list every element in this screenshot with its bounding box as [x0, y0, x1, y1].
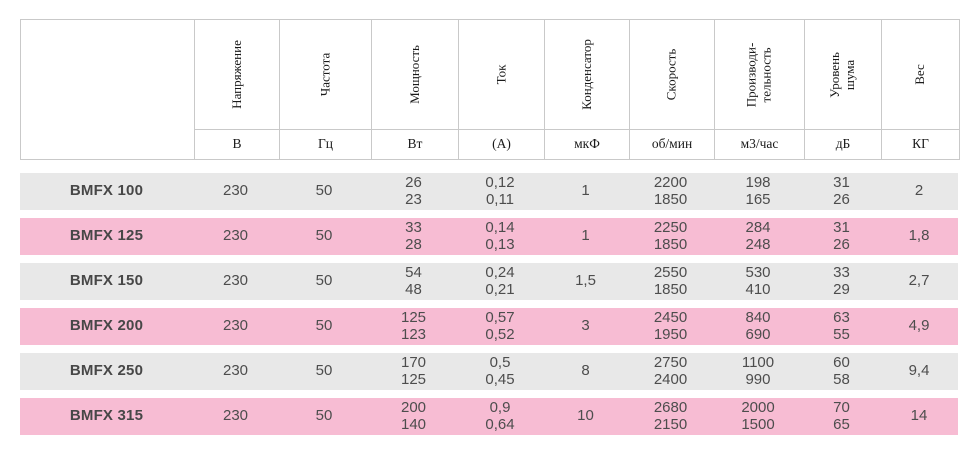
- table-row-bmfx-315: BMFX 315 230 50 200 140 0,9 0,64 10 2680…: [20, 398, 958, 435]
- cell-airflow: 1100 990: [741, 354, 775, 388]
- cell-airflow: 840 690: [745, 309, 771, 343]
- column-header-noise: Уровень шума дБ: [804, 20, 881, 159]
- cell-weight: 1,8: [908, 227, 930, 245]
- cell-speed: 2450 1950: [653, 309, 688, 343]
- cell-voltage: 230: [222, 317, 249, 335]
- cell-current: 0,24 0,21: [485, 264, 515, 298]
- cell-frequency: 50: [315, 317, 333, 335]
- cell-airflow: 198 165: [745, 174, 771, 208]
- column-header-speed: Скорость об/мин: [629, 20, 714, 159]
- cell-current: 0,14 0,13: [485, 219, 515, 253]
- cell-voltage: 230: [222, 227, 249, 245]
- cell-voltage: 230: [222, 362, 249, 380]
- column-header-voltage: Напряжение В: [194, 20, 279, 159]
- cell-current: 0,5 0,45: [485, 354, 515, 388]
- column-header-model-blank: [21, 20, 194, 159]
- cell-frequency: 50: [315, 407, 333, 425]
- column-header-power: Мощность Вт: [371, 20, 458, 159]
- cell-speed: 2200 1850: [653, 174, 688, 208]
- table-row-bmfx-100: BMFX 100 230 50 26 23 0,12 0,11 1 2200 1…: [20, 173, 958, 210]
- cell-power: 54 48: [405, 264, 422, 298]
- column-unit-voltage: В: [232, 136, 242, 151]
- column-unit-weight: КГ: [912, 136, 929, 151]
- cell-noise: 70 65: [833, 399, 850, 433]
- cell-weight: 4,9: [908, 317, 930, 335]
- column-header-model: [21, 20, 194, 159]
- cell-weight: 14: [910, 407, 928, 425]
- cell-power: 26 23: [405, 174, 422, 208]
- column-unit-frequency: Гц: [317, 136, 334, 151]
- cell-model: BMFX 150: [69, 272, 144, 290]
- cell-capacitor: 3: [581, 317, 590, 335]
- table-row-bmfx-200: BMFX 200 230 50 125 123 0,57 0,52 3 2450…: [20, 308, 958, 345]
- cell-speed: 2680 2150: [653, 399, 688, 433]
- column-unit-noise: дБ: [835, 136, 851, 151]
- cell-capacitor: 1,5: [575, 272, 596, 290]
- column-unit-airflow: м3/час: [740, 136, 779, 151]
- cell-speed: 2750 2400: [653, 354, 688, 388]
- cell-speed: 2250 1850: [653, 219, 688, 253]
- column-unit-current: (А): [492, 136, 511, 151]
- cell-frequency: 50: [315, 182, 333, 200]
- cell-weight: 2,7: [908, 272, 930, 290]
- cell-weight: 2: [914, 182, 924, 200]
- column-label-current: Ток: [493, 64, 509, 85]
- cell-noise: 33 29: [833, 264, 850, 298]
- cell-noise: 60 58: [833, 354, 850, 388]
- cell-airflow: 284 248: [745, 219, 771, 253]
- column-header-capacitor: Конденсатор мкФ: [544, 20, 629, 159]
- cell-power: 125 123: [400, 309, 427, 343]
- cell-model: BMFX 125: [69, 227, 144, 245]
- column-label-power: Мощность: [406, 45, 422, 104]
- column-header-frequency: Частота Гц: [279, 20, 371, 159]
- cell-power: 33 28: [405, 219, 422, 253]
- cell-frequency: 50: [315, 272, 333, 290]
- column-label-airflow: Производи- тельность: [743, 42, 774, 107]
- column-unit-capacitor: мкФ: [574, 136, 600, 151]
- cell-power: 200 140: [400, 399, 427, 433]
- cell-airflow: 530 410: [745, 264, 771, 298]
- cell-current: 0,12 0,11: [485, 174, 515, 208]
- cell-model: BMFX 100: [69, 182, 144, 200]
- cell-voltage: 230: [222, 407, 249, 425]
- table-row-bmfx-125: BMFX 125 230 50 33 28 0,14 0,13 1 2250 1…: [20, 218, 958, 255]
- cell-capacitor: 8: [581, 362, 590, 380]
- column-label-noise: Уровень шума: [827, 51, 857, 98]
- table-body: BMFX 100 230 50 26 23 0,12 0,11 1 2200 1…: [20, 173, 958, 435]
- cell-noise: 63 55: [833, 309, 850, 343]
- table-row-bmfx-150: BMFX 150 230 50 54 48 0,24 0,21 1,5 2550…: [20, 263, 958, 300]
- column-header-weight: Вес КГ: [881, 20, 959, 159]
- cell-capacitor: 1: [581, 227, 590, 245]
- cell-model: BMFX 315: [69, 407, 144, 425]
- column-label-frequency: Частота: [317, 52, 333, 97]
- column-unit-speed: об/мин: [651, 136, 693, 151]
- cell-current: 0,57 0,52: [485, 309, 515, 343]
- table-header: Напряжение В Частота Гц Мощность Вт Ток …: [20, 19, 960, 160]
- cell-model: BMFX 200: [69, 317, 144, 335]
- spec-table: Напряжение В Частота Гц Мощность Вт Ток …: [20, 19, 960, 443]
- cell-capacitor: 10: [577, 407, 594, 425]
- column-header-airflow: Производи- тельность м3/час: [714, 20, 804, 159]
- cell-noise: 31 26: [833, 219, 850, 253]
- cell-frequency: 50: [315, 227, 333, 245]
- table-row-bmfx-250: BMFX 250 230 50 170 125 0,5 0,45 8 2750 …: [20, 353, 958, 390]
- cell-voltage: 230: [222, 182, 249, 200]
- cell-airflow: 2000 1500: [741, 399, 775, 433]
- column-label-capacitor: Конденсатор: [578, 39, 594, 110]
- cell-frequency: 50: [315, 362, 333, 380]
- column-label-speed: Скорость: [663, 48, 679, 101]
- cell-model: BMFX 250: [69, 362, 144, 380]
- cell-noise: 31 26: [833, 174, 850, 208]
- cell-power: 170 125: [400, 354, 427, 388]
- cell-weight: 9,4: [908, 362, 930, 380]
- cell-capacitor: 1: [581, 182, 590, 200]
- column-label-voltage: Напряжение: [228, 40, 244, 109]
- cell-voltage: 230: [222, 272, 249, 290]
- column-unit-power: Вт: [407, 136, 423, 151]
- cell-current: 0,9 0,64: [485, 399, 515, 433]
- column-header-current: Ток (А): [458, 20, 544, 159]
- cell-speed: 2550 1850: [653, 264, 688, 298]
- column-label-weight: Вес: [912, 64, 928, 85]
